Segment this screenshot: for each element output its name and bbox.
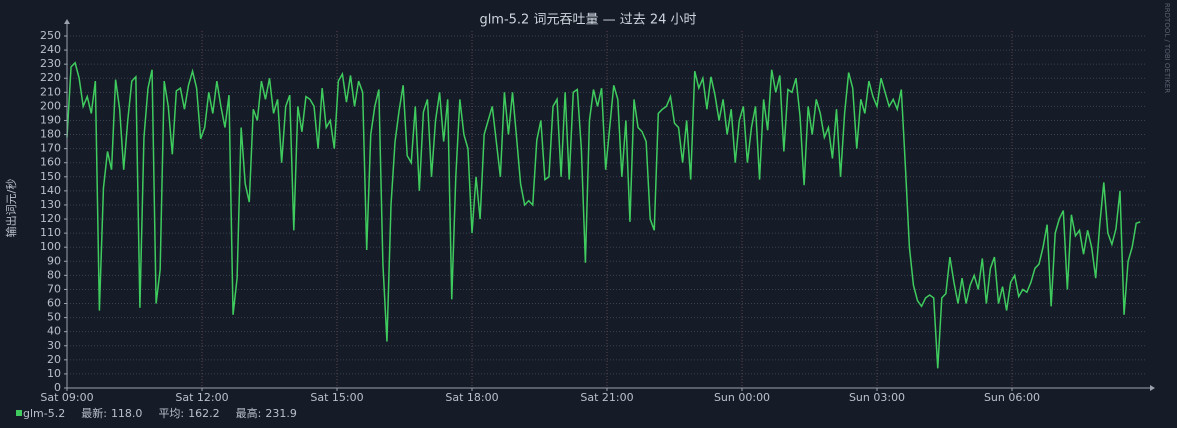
x-tick-label: Sat 18:00: [445, 391, 498, 404]
plot: [66, 61, 1141, 369]
y-axis-arrow: [64, 19, 70, 24]
legend-swatch: [16, 410, 22, 416]
y-tick-label: 0: [54, 381, 61, 394]
y-tick-label: 90: [47, 254, 61, 267]
y-tick-label: 250: [40, 29, 61, 42]
stat-label: 最新:: [81, 406, 107, 420]
y-tick-label: 50: [47, 311, 61, 324]
x-tick-label: Sun 06:00: [984, 391, 1040, 404]
y-tick-label: 100: [40, 240, 61, 253]
series-line: [66, 61, 1141, 369]
y-tick-label: 70: [47, 282, 61, 295]
legend-label: glm-5.2: [23, 407, 65, 420]
axes: [64, 19, 1155, 391]
x-tick-label: Sun 03:00: [849, 391, 905, 404]
y-tick-label: 220: [40, 71, 61, 84]
y-tick-label: 230: [40, 57, 61, 70]
x-tick-label: Sat 15:00: [310, 391, 363, 404]
watermark: RRDTOOL / TOBI OETIKER: [1163, 3, 1171, 93]
y-tick-label: 240: [40, 43, 61, 56]
y-tick-label: 150: [40, 170, 61, 183]
y-tick-label: 120: [40, 212, 61, 225]
x-axis-arrow: [1150, 385, 1155, 391]
stat-value: 162.2: [188, 407, 220, 420]
x-tick-label: Sat 21:00: [580, 391, 633, 404]
x-tick-label: Sat 09:00: [40, 391, 93, 404]
y-tick-label: 60: [47, 297, 61, 310]
x-tick-label: Sat 12:00: [175, 391, 228, 404]
y-axis-label: 输出词元/秒: [4, 179, 18, 238]
y-tick-label: 30: [47, 339, 61, 352]
y-tick-label: 180: [40, 128, 61, 141]
chart-title: glm-5.2 词元吞吐量 — 过去 24 小时: [479, 13, 696, 28]
y-tick-label: 130: [40, 198, 61, 211]
y-tick-label: 20: [47, 353, 61, 366]
y-tick-label: 210: [40, 85, 61, 98]
legend: glm-5.2 最新: 118.0 平均: 162.2 最高: 231.9: [16, 406, 297, 420]
y-tick-label: 110: [40, 226, 61, 239]
y-tick-label: 40: [47, 325, 61, 338]
y-tick-label: 80: [47, 268, 61, 281]
y-tick-label: 160: [40, 156, 61, 169]
y-tick-label: 140: [40, 184, 61, 197]
y-tick-label: 190: [40, 113, 61, 126]
stat-value: 231.9: [265, 407, 297, 420]
stat-value: 118.0: [111, 407, 143, 420]
y-tick-label: 170: [40, 142, 61, 155]
stat-label: 平均:: [158, 407, 184, 420]
y-tick-label: 10: [47, 367, 61, 380]
x-tick-label: Sun 00:00: [714, 391, 770, 404]
stat-label: 最高:: [236, 406, 262, 420]
y-tick-label: 200: [40, 99, 61, 112]
